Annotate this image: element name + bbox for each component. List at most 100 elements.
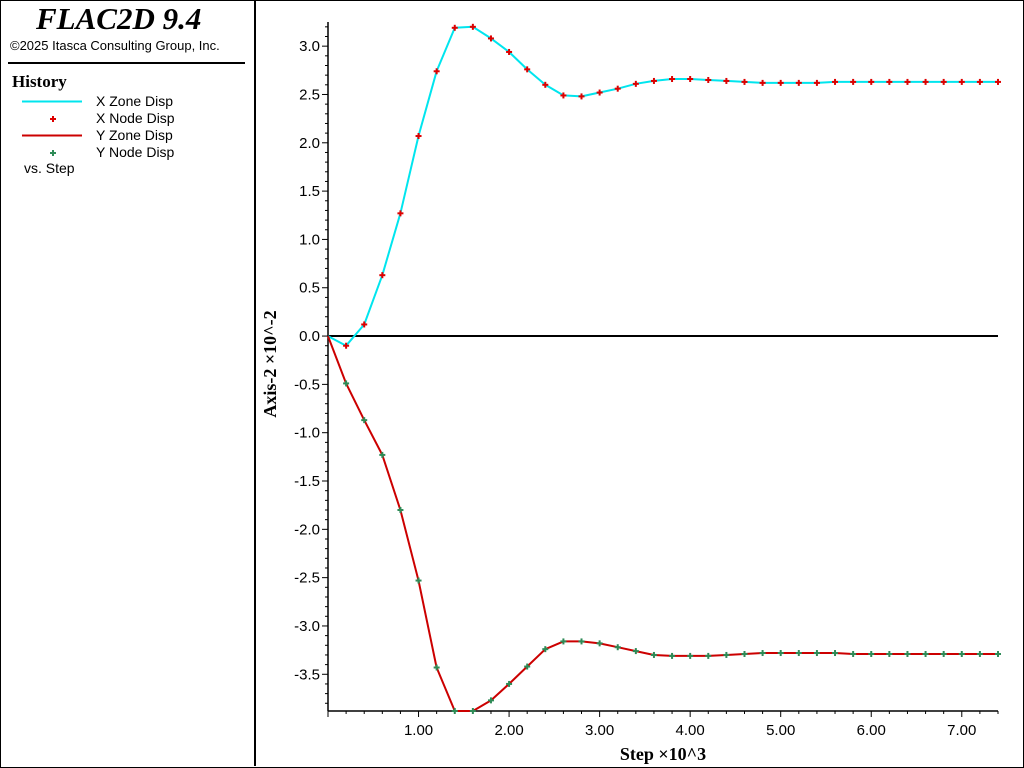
data-point-x-node-disp <box>469 23 476 30</box>
data-point-x-node-disp <box>723 77 730 84</box>
data-point-x-node-disp <box>904 78 911 85</box>
data-point-y-node-disp <box>632 648 639 655</box>
data-point-x-node-disp <box>759 79 766 86</box>
data-point-x-node-disp <box>433 68 440 75</box>
y-tick-label: -3.5 <box>294 666 320 683</box>
data-point-x-node-disp <box>976 78 983 85</box>
data-point-y-node-disp <box>650 651 657 658</box>
data-point-x-node-disp <box>922 78 929 85</box>
data-point-y-node-disp <box>506 680 513 687</box>
axes <box>327 22 998 712</box>
legend-panel: FLAC2D 9.4 ©2025 Itasca Consulting Group… <box>0 0 256 766</box>
data-point-x-node-disp <box>669 76 676 83</box>
data-point-x-node-disp <box>578 93 585 100</box>
data-point-x-node-disp <box>560 92 567 99</box>
data-point-y-node-disp <box>397 507 404 514</box>
data-point-x-node-disp <box>506 48 513 55</box>
data-point-y-node-disp <box>723 651 730 658</box>
data-point-y-node-disp <box>904 650 911 657</box>
y-tick-label: -2.0 <box>294 521 320 538</box>
legend-label: Y Node Disp <box>96 144 175 160</box>
data-point-x-node-disp <box>832 78 839 85</box>
data-point-x-node-disp <box>343 342 350 349</box>
data-point-x-node-disp <box>995 78 1001 85</box>
data-point-x-node-disp <box>741 78 748 85</box>
data-point-y-node-disp <box>922 650 929 657</box>
data-point-x-node-disp <box>813 79 820 86</box>
x-tick-label: 2.00 <box>494 722 523 739</box>
data-point-x-node-disp <box>850 78 857 85</box>
data-point-y-node-disp <box>415 577 422 584</box>
legend-title: History <box>12 72 67 91</box>
data-point-y-node-disp <box>669 652 676 659</box>
data-point-y-node-disp <box>777 650 784 657</box>
data-point-y-node-disp <box>361 417 368 424</box>
data-point-y-node-disp <box>886 650 893 657</box>
plus-marker-icon <box>50 150 56 156</box>
legend-label: X Zone Disp <box>96 93 174 109</box>
legend-label: X Node Disp <box>96 110 175 126</box>
data-point-y-node-disp <box>759 650 766 657</box>
data-point-y-node-disp <box>524 663 531 670</box>
data-point-y-node-disp <box>614 644 621 651</box>
x-tick-label: 7.00 <box>947 722 976 739</box>
series-layer <box>327 23 1001 714</box>
data-point-y-node-disp <box>343 380 350 387</box>
data-point-x-node-disp <box>632 80 639 87</box>
data-point-x-node-disp <box>614 85 621 92</box>
data-point-x-node-disp <box>415 133 422 140</box>
title-divider <box>8 62 245 64</box>
y-tick-label: 1.0 <box>299 231 320 248</box>
data-point-x-node-disp <box>777 79 784 86</box>
y-tick-label: 1.5 <box>299 183 320 200</box>
x-tick-label: 4.00 <box>676 722 705 739</box>
data-point-y-node-disp <box>995 650 1001 657</box>
legend-label: Y Zone Disp <box>96 127 173 143</box>
data-point-y-node-disp <box>433 664 440 671</box>
data-point-y-node-disp <box>687 652 694 659</box>
data-point-x-node-disp <box>650 77 657 84</box>
y-tick-label: -1.0 <box>294 425 320 442</box>
app-title: FLAC2D 9.4 <box>36 1 202 36</box>
data-point-y-node-disp <box>379 451 386 458</box>
data-point-x-node-disp <box>940 78 947 85</box>
series-line-y-zone-disp <box>327 335 998 712</box>
data-point-y-node-disp <box>487 697 494 704</box>
x-tick-label: 5.00 <box>766 722 795 739</box>
data-point-x-node-disp <box>596 89 603 96</box>
data-point-y-node-disp <box>832 650 839 657</box>
data-point-x-node-disp <box>524 66 531 73</box>
data-point-y-node-disp <box>850 650 857 657</box>
data-point-y-node-disp <box>542 646 549 653</box>
data-point-y-node-disp <box>958 650 965 657</box>
data-point-x-node-disp <box>487 35 494 42</box>
line-swatch-icon <box>22 134 82 137</box>
data-point-x-node-disp <box>451 24 458 31</box>
data-point-y-node-disp <box>451 708 458 714</box>
tick-marks: 3.0 2.5 2.0 1.5 1.0 0.5 0.0 -0.5 -1.0 -1.5 -2.0 -2.… <box>294 26 999 739</box>
data-point-y-node-disp <box>795 650 802 657</box>
y-tick-label: 2.5 <box>299 86 320 103</box>
y-tick-label: -3.0 <box>294 618 320 635</box>
x-tick-label: 1.00 <box>404 722 433 739</box>
data-point-y-node-disp <box>940 650 947 657</box>
data-point-x-node-disp <box>397 210 404 217</box>
y-tick-label: 2.0 <box>299 135 320 152</box>
series-line-x-zone-disp <box>327 25 998 347</box>
y-tick-label: -0.5 <box>294 376 320 393</box>
data-point-x-node-disp <box>361 321 368 328</box>
data-point-x-node-disp <box>379 272 386 279</box>
data-point-x-node-disp <box>542 81 549 88</box>
y-axis-title: Axis-2 ×10^-2 <box>260 310 280 417</box>
data-point-x-node-disp <box>705 76 712 83</box>
data-point-y-node-disp <box>741 650 748 657</box>
data-point-x-node-disp <box>687 76 694 83</box>
data-point-x-node-disp <box>958 78 965 85</box>
plus-marker-icon <box>50 116 56 122</box>
data-point-x-node-disp <box>868 78 875 85</box>
copyright-text: ©2025 Itasca Consulting Group, Inc. <box>10 38 220 53</box>
history-plot: 3.0 2.5 2.0 1.5 1.0 0.5 0.0 -0.5 -1.0 -1.5 -2.0 -2.… <box>260 22 1001 764</box>
x-tick-label: 6.00 <box>857 722 886 739</box>
y-tick-label: 0.5 <box>299 280 320 297</box>
data-point-y-node-disp <box>813 650 820 657</box>
